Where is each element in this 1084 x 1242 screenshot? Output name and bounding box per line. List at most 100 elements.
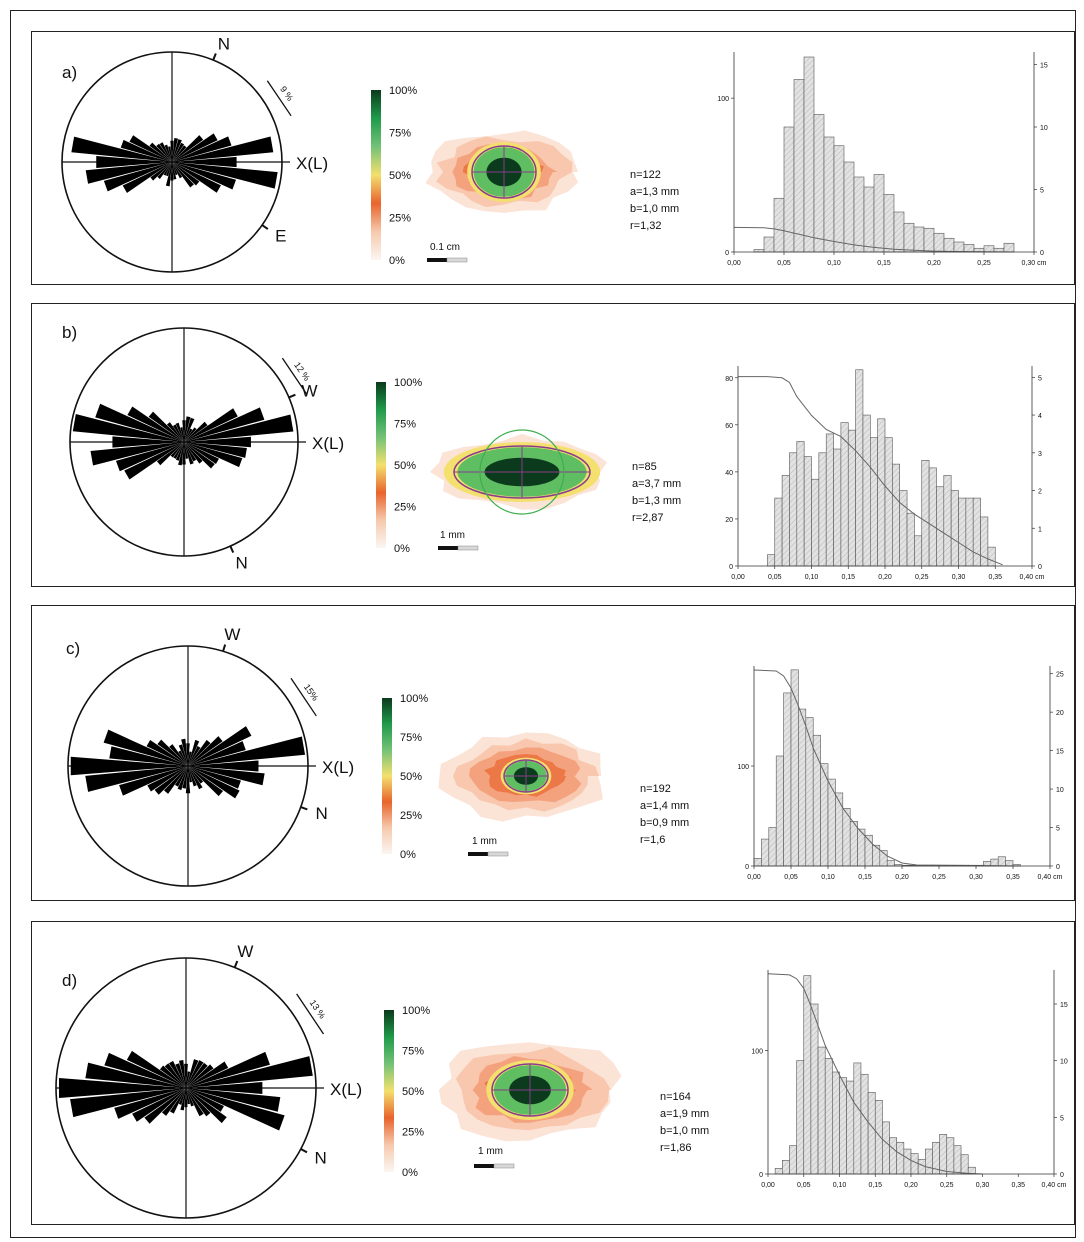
- colorbar: [382, 698, 392, 854]
- figure-frame: a) 9 % X(L) N E 100% 75% 50% 25% 0% 0.1 cm n=122 a=1…: [10, 10, 1076, 1238]
- rose-petal: [184, 427, 197, 442]
- scale-bar-light: [487, 851, 509, 857]
- rose-petal: [159, 1065, 186, 1088]
- colorbar-label: 100%: [389, 85, 417, 97]
- rose-petal: [90, 442, 184, 466]
- colorbar-label: 0%: [394, 543, 410, 555]
- rose-petal: [161, 1088, 186, 1116]
- panel-a: a) 9 % X(L) N E 100% 75% 50% 25% 0% 0.1 cm n=122 a=1…: [31, 31, 1075, 285]
- rose-petal: [169, 1088, 186, 1114]
- histogram-bar: [835, 792, 844, 867]
- x-tick-label: 0,00: [731, 574, 745, 581]
- panel-d: d) 13 % X(L) W N 100% 75% 50% 25% 0% 1 mm n=164 a=1,…: [31, 921, 1075, 1225]
- histogram-bar: [847, 429, 856, 567]
- rose-petal: [156, 143, 172, 162]
- rose-petal: [180, 427, 184, 442]
- left-tick-label: 20: [725, 517, 733, 524]
- rose-petal: [184, 442, 219, 464]
- rose-petal: [157, 739, 188, 766]
- x-tick-label: 0,25: [940, 1182, 954, 1189]
- rose-petal: [184, 414, 294, 442]
- rose-petal: [172, 162, 237, 190]
- rose-petal: [184, 408, 238, 442]
- rose-petal: [114, 1088, 186, 1119]
- x-tick-label: 0,05: [768, 574, 782, 581]
- rose-petal: [172, 136, 232, 162]
- rose-petal: [146, 739, 188, 766]
- rose-petal: [150, 162, 172, 181]
- rose-petal: [177, 766, 188, 791]
- rose-petal: [184, 1088, 188, 1108]
- stat-line: a=1,3 mm: [630, 186, 679, 198]
- colorbar-label: 25%: [394, 502, 416, 514]
- stat-line: b=1,0 mm: [660, 1125, 709, 1137]
- histogram-bar: [767, 554, 776, 567]
- rose-petal: [188, 741, 246, 766]
- x-tick-label: 0,30: [969, 874, 983, 881]
- rose-petal: [175, 422, 184, 442]
- rose-petal: [186, 1064, 214, 1088]
- stat-line: b=1,0 mm: [630, 203, 679, 215]
- rose-petal: [70, 1088, 186, 1118]
- right-tick-label: 10: [1040, 125, 1048, 132]
- histogram-bar: [896, 1141, 905, 1175]
- rose-petal: [188, 739, 211, 766]
- histogram-bar: [869, 437, 878, 567]
- rose-petal: [165, 162, 172, 187]
- left-tick-label: 100: [751, 1048, 763, 1055]
- histogram-bar: [883, 194, 895, 253]
- rose-petal: [186, 1059, 199, 1088]
- stat-line: b=1,3 mm: [632, 495, 681, 507]
- rose-petal: [104, 1052, 186, 1088]
- rose-petals: [70, 726, 306, 799]
- x-tick-label: 0,05: [777, 260, 791, 267]
- left-tick-label: 0: [729, 564, 733, 571]
- x-tick-label: 0,30: [976, 1182, 990, 1189]
- scale-bar-dark: [468, 852, 488, 856]
- rose-petal: [188, 736, 223, 766]
- x-tick-label: 0,15: [877, 260, 891, 267]
- stat-line: r=2,87: [632, 512, 664, 524]
- left-tick-label: 40: [725, 470, 733, 477]
- histogram-bar: [793, 79, 805, 253]
- histogram-bar: [840, 422, 849, 567]
- histogram-bar: [796, 441, 805, 567]
- rose-petal: [70, 756, 188, 776]
- right-tick-label: 5: [1056, 826, 1060, 833]
- rose-petal: [186, 1081, 263, 1095]
- colorbar-label: 100%: [402, 1005, 430, 1017]
- histogram-bar: [803, 456, 812, 567]
- rose-petal: [180, 1088, 186, 1111]
- colorbar-label: 75%: [389, 128, 411, 140]
- histogram-bar: [789, 1145, 797, 1175]
- histogram-bar: [906, 512, 915, 567]
- rose-direction-tick: [233, 960, 239, 968]
- right-tick-label: 15: [1056, 749, 1064, 756]
- rose-percent-marker: [281, 357, 308, 395]
- rose-axis-label: X(L): [322, 758, 354, 777]
- histogram-bar: [899, 490, 908, 567]
- histogram: 0,00 0,05 0,10 0,15 0,20 0,25 0,30 cm 0 5 10 15 0 10…: [717, 52, 1048, 267]
- rose-petal: [172, 162, 221, 193]
- rose-petal: [95, 403, 184, 442]
- histogram: 0,00 0,05 0,10 0,15 0,20 0,25 0,30 0,35 0,40 cm 0…: [751, 970, 1068, 1189]
- rose-petal: [188, 766, 241, 789]
- rose-petal: [172, 162, 183, 179]
- left-tick-label: 80: [725, 376, 733, 383]
- histogram-bar: [810, 1003, 819, 1175]
- right-tick-label: 2: [1038, 489, 1042, 496]
- histogram-bar: [773, 197, 785, 253]
- rose-petal: [186, 1088, 281, 1112]
- rose-petal: [172, 162, 200, 186]
- right-tick-label: 3: [1038, 451, 1042, 458]
- colorbar: [376, 382, 386, 548]
- rose-direction-label: N: [218, 34, 230, 53]
- right-tick-label: 10: [1060, 1059, 1068, 1066]
- rose-percent-label: 13 %: [308, 998, 328, 1021]
- x-tick-label: 0,10: [821, 874, 835, 881]
- rose-petal: [112, 436, 184, 448]
- rose-axis-label: X(L): [312, 434, 344, 453]
- rose-petal: [184, 442, 243, 468]
- rose-petal: [126, 1050, 186, 1088]
- rose-direction-tick: [229, 545, 235, 553]
